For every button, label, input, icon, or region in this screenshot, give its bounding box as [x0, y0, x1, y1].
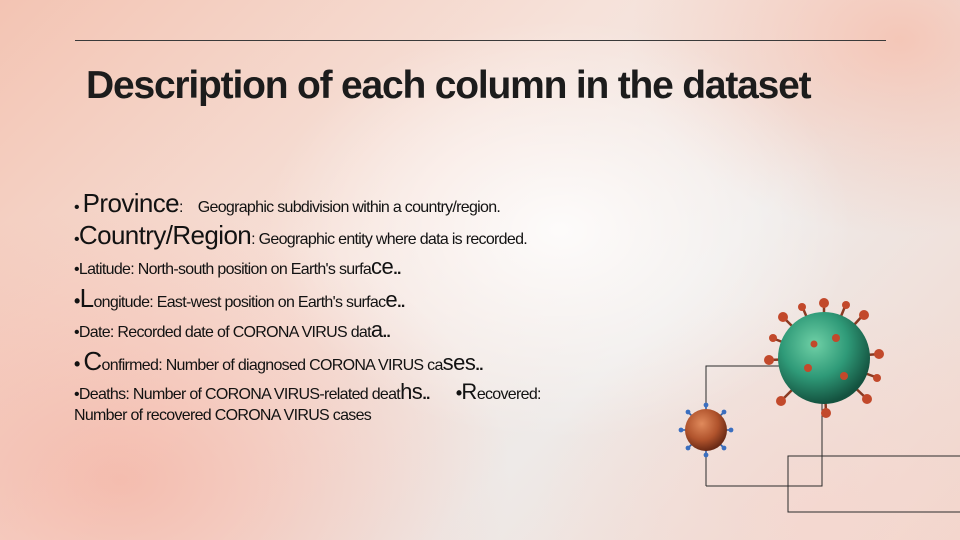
desc-latitude-tail: ce: [371, 254, 394, 279]
desc-longitude-tail: e: [385, 286, 398, 312]
bullet: •: [74, 324, 80, 341]
list-item-longitude: •Longitude: East-west position on Earth'…: [74, 283, 684, 315]
desc-date: Date: Recorded date of CORONA VIRUS dat: [78, 324, 372, 341]
desc-province: Geographic subdivision within a country/…: [197, 199, 501, 216]
list-item-confirmed: • Confirmed: Number of diagnosed CORONA …: [74, 346, 684, 378]
list-item-latitude: •Latitude: North-south position on Earth…: [74, 251, 684, 283]
list-item-province: • Province: Geographic subdivision withi…: [74, 188, 684, 220]
slide-title: Description of each column in the datase…: [86, 64, 812, 107]
desc-date-end: ..: [382, 324, 391, 341]
desc-country-region: : Geographic entity where data is record…: [251, 230, 528, 248]
desc-longitude-end: ..: [397, 293, 405, 311]
bullet: •: [74, 353, 80, 374]
desc-deaths-end: ..: [422, 386, 430, 403]
desc-longitude: ongitude: East-west position on Earth's …: [93, 293, 386, 311]
desc-confirmed-tail: ses: [442, 349, 476, 375]
desc-recovered-continuation: Number of recovered CORONA VIRUS cases: [74, 407, 372, 424]
bullet: •: [74, 199, 80, 216]
bullet: •: [74, 386, 80, 403]
desc-date-tail: a: [370, 317, 383, 342]
list-item-date: •Date: Recorded date of CORONA VIRUS dat…: [74, 314, 684, 346]
initial-recovered: R: [461, 379, 477, 404]
initial-confirmed: C: [83, 345, 102, 376]
desc-confirmed: onfirmed: Number of diagnosed CORONA VIR…: [101, 356, 444, 374]
list-item-country-region: •Country/Region: Geographic entity where…: [74, 220, 684, 252]
bullet: •: [74, 261, 80, 278]
bullet: •: [74, 230, 80, 248]
bullet: •: [74, 290, 80, 311]
desc-deaths-tail: hs: [400, 379, 423, 404]
desc-latitude: Latitude: North-south position on Earth'…: [78, 261, 372, 278]
desc-deaths: Deaths: Number of CORONA VIRUS-related d…: [78, 386, 401, 403]
desc-latitude-end: ..: [393, 261, 401, 278]
coronavirus-small-icon: [678, 402, 734, 458]
desc-confirmed-end: ..: [475, 356, 483, 374]
top-rule: [75, 40, 886, 41]
term-province: Province: [82, 188, 180, 218]
colon: :: [179, 199, 183, 216]
list-item-recovered-continuation: Number of recovered CORONA VIRUS cases: [74, 404, 684, 428]
bullet: •: [455, 383, 462, 403]
initial-longitude: L: [79, 282, 94, 313]
column-description-list: • Province: Geographic subdivision withi…: [74, 188, 684, 428]
coronavirus-large-icon: [764, 298, 884, 418]
term-country-region: Country/Region: [78, 219, 252, 250]
desc-recovered: ecovered:: [476, 386, 542, 403]
list-item-deaths-recovered: •Deaths: Number of CORONA VIRUS-related …: [74, 380, 684, 404]
